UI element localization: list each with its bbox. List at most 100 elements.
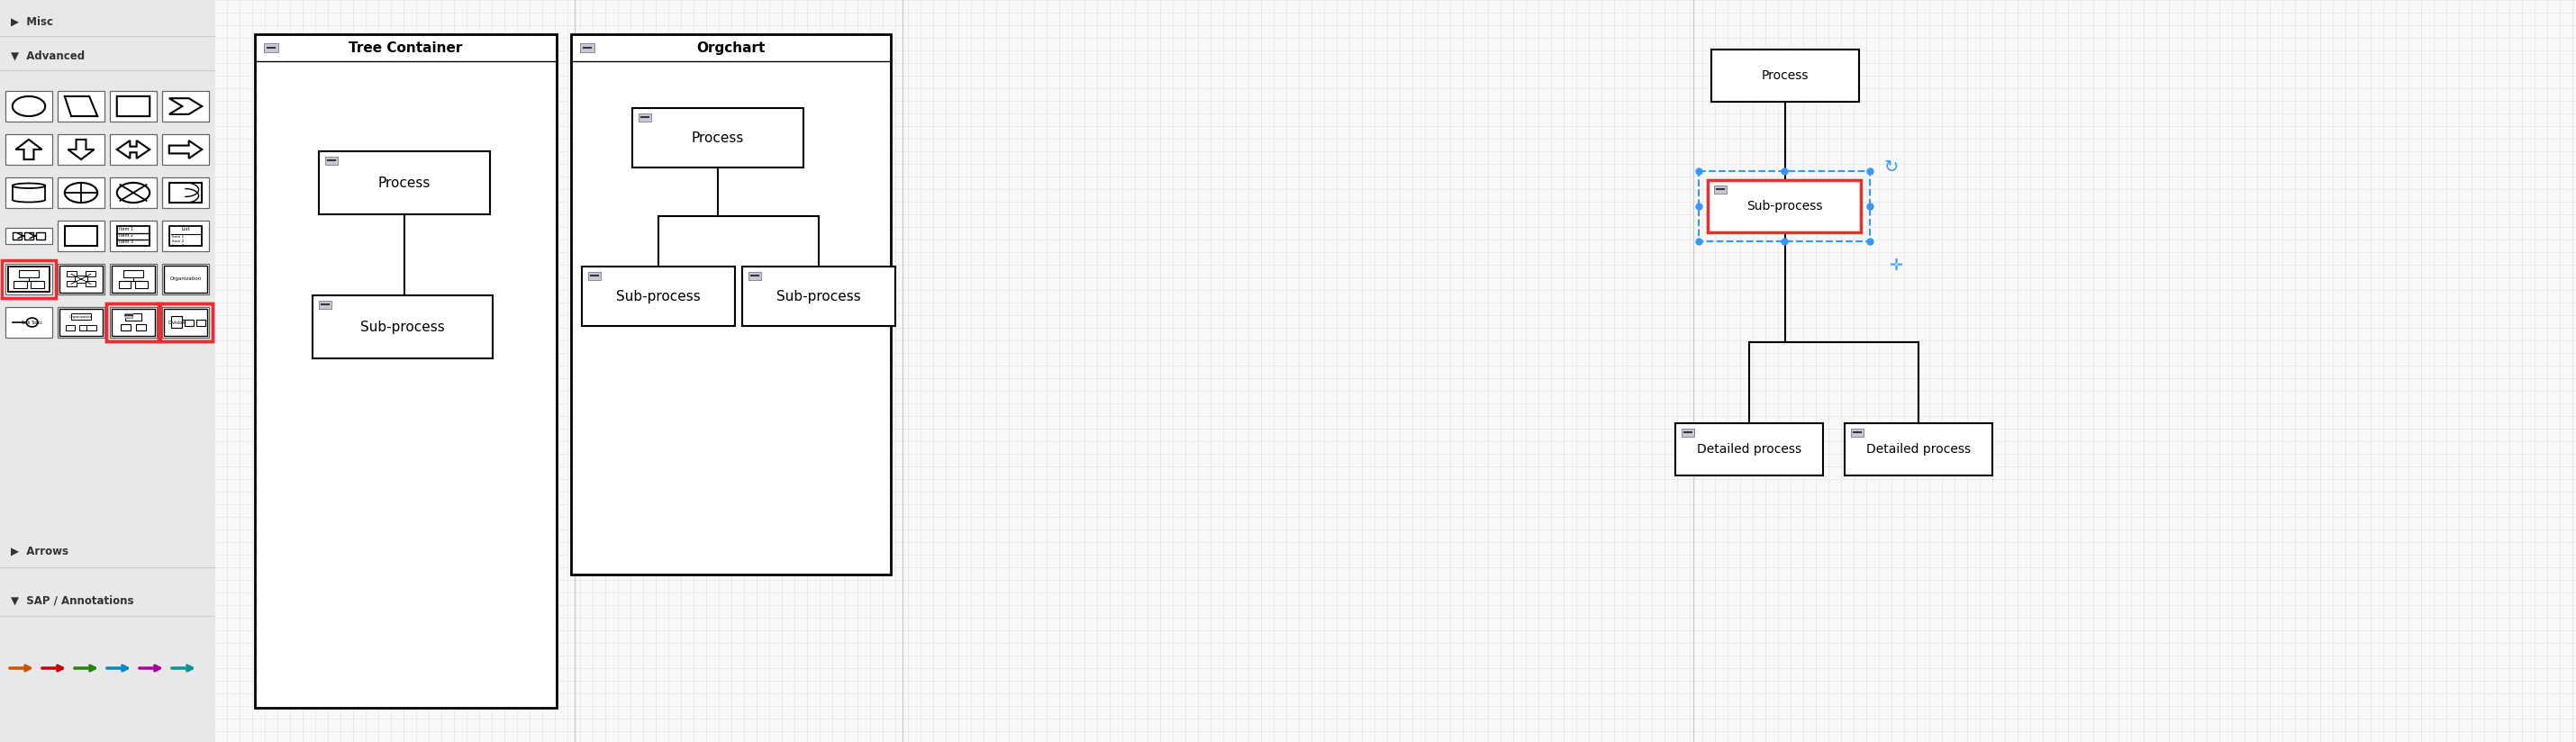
Text: ✛: ✛ [1888,257,1904,274]
Text: Sub-process: Sub-process [616,289,701,303]
Text: Tree Container: Tree Container [348,41,464,54]
Bar [5,228,52,244]
Bar [162,264,209,295]
Text: Item 3: Item 3 [118,240,134,244]
Bar [3,260,57,298]
Bar [57,177,106,208]
Text: Process: Process [690,131,744,145]
Bar [111,309,155,336]
Ellipse shape [116,183,149,203]
Bar [742,266,896,326]
Text: Organization: Organization [170,277,201,281]
Bar [185,319,193,326]
Bar [31,281,44,288]
Bar [1844,423,1991,476]
Text: Item 2: Item 2 [173,240,185,243]
Bar [582,266,734,326]
Ellipse shape [13,183,46,188]
Bar [312,295,492,358]
Bar [111,264,157,295]
Bar [162,220,209,252]
Bar [1710,50,1860,102]
Text: Sub-process: Sub-process [361,320,446,334]
Bar [116,226,149,246]
FancyBboxPatch shape [116,96,149,116]
Bar [1698,171,1870,241]
Bar [57,307,106,338]
Bar [5,91,52,122]
Ellipse shape [13,96,46,116]
Bar [111,134,157,165]
Bar [57,220,106,252]
Point [1850,200,1891,212]
Polygon shape [15,139,41,160]
Text: Item 3: Item 3 [173,244,185,248]
Text: Sub-process: Sub-process [1747,200,1821,212]
Bar [23,233,33,239]
Bar [88,325,95,331]
Bar [1852,429,1862,437]
Text: Organization: Organization [70,315,93,318]
Bar [196,319,206,326]
Text: Process: Process [379,176,430,189]
Bar [587,272,600,280]
Text: Detailed process: Detailed process [1865,443,1971,456]
Point [1850,235,1891,247]
Bar [124,270,144,278]
Bar [1682,429,1695,437]
Ellipse shape [13,197,46,202]
Bar [134,281,147,288]
Bar [106,303,214,341]
Bar [162,134,209,165]
Bar [57,91,106,122]
Bar [111,91,157,122]
Bar [75,275,88,283]
Bar [67,281,77,286]
Bar [750,272,760,280]
Bar [111,307,157,338]
Text: Orgchart: Orgchart [696,41,765,54]
Text: Process: Process [1762,69,1808,82]
Bar [8,266,49,292]
Bar [80,325,90,331]
Point [1765,165,1806,177]
Bar [85,281,95,286]
Bar [59,266,103,292]
Bar [18,270,39,278]
Bar [67,271,77,277]
Text: ▼  SAP / Annotations: ▼ SAP / Annotations [10,594,134,606]
Bar [106,303,160,341]
Text: ▶  Arrows: ▶ Arrows [10,545,70,557]
Bar [572,34,891,574]
Bar [1713,186,1726,194]
Bar [170,316,183,327]
Bar [111,177,157,208]
Bar [1708,180,1860,232]
Ellipse shape [64,183,98,203]
Bar [59,309,103,336]
Bar [126,313,142,321]
Bar [162,177,209,208]
Bar [162,91,209,122]
Bar [111,220,157,252]
Polygon shape [64,96,98,116]
Point [1765,235,1806,247]
Bar [170,226,201,246]
Bar [111,266,155,292]
Bar [319,301,332,309]
Bar [64,226,98,246]
Text: Division: Division [167,320,185,325]
Bar [160,303,214,341]
Point [1677,165,1718,177]
Text: Detailed process: Detailed process [1698,443,1801,456]
Point [1677,200,1718,212]
Text: ▼  Advanced: ▼ Advanced [10,50,85,62]
Bar [13,233,21,239]
Text: ▶  Misc: ▶ Misc [10,16,54,28]
Text: ↻: ↻ [1883,158,1899,175]
Bar [1674,423,1824,476]
Bar [13,281,26,288]
Bar [36,233,46,239]
Text: Item 1: Item 1 [118,227,134,232]
Bar [255,34,556,708]
